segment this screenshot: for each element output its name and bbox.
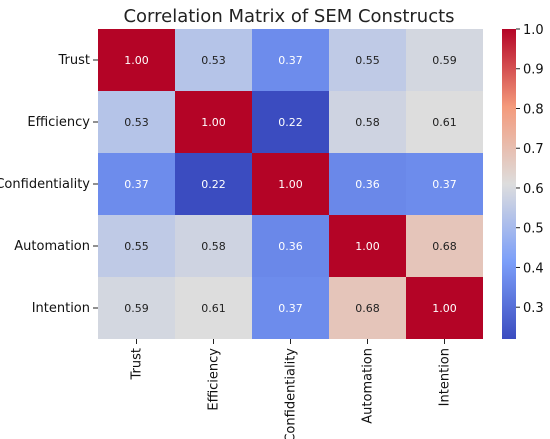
cell-value-label: 0.58 bbox=[355, 116, 380, 129]
heatmap-cell bbox=[406, 153, 483, 215]
heatmap-cell bbox=[175, 153, 252, 215]
cell-value-label: 1.00 bbox=[355, 240, 380, 253]
heatmap-cell bbox=[329, 215, 406, 277]
heatmap-cell bbox=[406, 215, 483, 277]
colorbar-tick-label: 1.0 bbox=[523, 23, 544, 38]
cell-value-label: 1.00 bbox=[432, 302, 457, 315]
cell-value-label: 0.61 bbox=[432, 116, 457, 129]
row-tick-label: Efficiency bbox=[27, 115, 90, 130]
cell-value-label: 0.53 bbox=[124, 116, 149, 129]
row-tick-label: Confidentiality bbox=[0, 177, 90, 192]
heatmap-cell bbox=[252, 215, 329, 277]
heatmap-cell bbox=[252, 153, 329, 215]
col-tick-label: Intention bbox=[438, 348, 453, 406]
heatmap-cell bbox=[406, 277, 483, 339]
heatmap-cell bbox=[252, 91, 329, 153]
cell-value-label: 0.55 bbox=[355, 54, 380, 67]
heatmap-cell bbox=[175, 277, 252, 339]
colorbar-tick-label: 0.6 bbox=[523, 182, 544, 197]
cell-value-label: 1.00 bbox=[278, 178, 303, 191]
row-tick-label: Intention bbox=[32, 301, 90, 316]
cell-value-label: 0.22 bbox=[201, 178, 226, 191]
cell-value-label: 0.53 bbox=[201, 54, 226, 67]
heatmap-cell bbox=[252, 277, 329, 339]
cell-value-label: 0.37 bbox=[124, 178, 149, 191]
cell-value-label: 0.59 bbox=[124, 302, 149, 315]
colorbar-tick-label: 0.9 bbox=[523, 63, 544, 78]
cell-value-label: 0.58 bbox=[201, 240, 226, 253]
heatmap-cell bbox=[329, 153, 406, 215]
heatmap-cell bbox=[175, 91, 252, 153]
cell-value-label: 0.37 bbox=[278, 302, 303, 315]
col-tick-label: Automation bbox=[361, 348, 376, 424]
colorbar-tick-label: 0.8 bbox=[523, 102, 544, 117]
colorbar-tick-label: 0.7 bbox=[523, 142, 544, 157]
heatmap-cell bbox=[329, 29, 406, 91]
row-tick-label: Automation bbox=[14, 239, 90, 254]
heatmap-cell bbox=[98, 215, 175, 277]
col-tick-label: Trust bbox=[130, 348, 145, 380]
heatmap-cell bbox=[252, 29, 329, 91]
cell-value-label: 0.36 bbox=[355, 178, 380, 191]
heatmap-cell bbox=[98, 277, 175, 339]
colorbar-tick-label: 0.5 bbox=[523, 222, 544, 237]
cell-value-label: 0.68 bbox=[355, 302, 380, 315]
heatmap-cell bbox=[406, 29, 483, 91]
cell-value-label: 1.00 bbox=[124, 54, 149, 67]
col-tick-label: Confidentiality bbox=[284, 348, 299, 439]
cell-value-label: 0.59 bbox=[432, 54, 457, 67]
cell-value-label: 0.61 bbox=[201, 302, 226, 315]
heatmap-cell bbox=[175, 29, 252, 91]
cell-value-label: 0.37 bbox=[432, 178, 457, 191]
heatmap-cell bbox=[98, 29, 175, 91]
heatmap-cell bbox=[175, 215, 252, 277]
cell-value-label: 0.68 bbox=[432, 240, 457, 253]
cell-value-label: 0.55 bbox=[124, 240, 149, 253]
row-tick-label: Trust bbox=[58, 53, 90, 68]
cell-value-label: 1.00 bbox=[201, 116, 226, 129]
chart-title: Correlation Matrix of SEM Constructs bbox=[123, 6, 454, 27]
colorbar-tick-label: 0.3 bbox=[523, 301, 544, 316]
heatmap-cell bbox=[329, 91, 406, 153]
heatmap-cell bbox=[98, 91, 175, 153]
colorbar bbox=[502, 29, 516, 339]
heatmap-cell bbox=[329, 277, 406, 339]
cell-value-label: 0.22 bbox=[278, 116, 303, 129]
cell-value-label: 0.37 bbox=[278, 54, 303, 67]
heatmap-cell bbox=[406, 91, 483, 153]
colorbar-tick-label: 0.4 bbox=[523, 261, 544, 276]
heatmap-cell bbox=[98, 153, 175, 215]
col-tick-label: Efficiency bbox=[207, 348, 222, 411]
cell-value-label: 0.36 bbox=[278, 240, 303, 253]
